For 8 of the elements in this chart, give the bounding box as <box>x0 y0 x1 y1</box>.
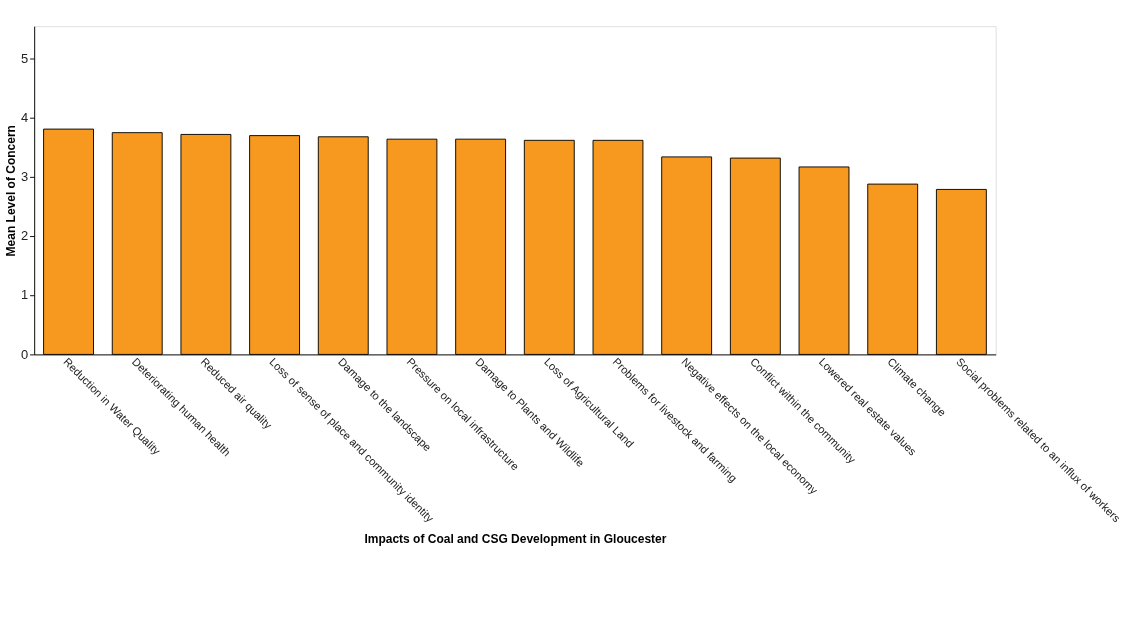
x-axis-title: Impacts of Coal and CSG Development in Gloucester <box>364 531 667 546</box>
y-axis-title: Mean Level of Concern <box>3 125 18 257</box>
y-tick-label: 0 <box>20 346 29 362</box>
y-tick-label: 1 <box>20 287 29 303</box>
y-tick-label: 5 <box>20 50 29 66</box>
y-tick-label: 3 <box>20 169 29 185</box>
y-tick-label: 2 <box>20 228 29 244</box>
y-tick-label: 4 <box>20 110 29 126</box>
